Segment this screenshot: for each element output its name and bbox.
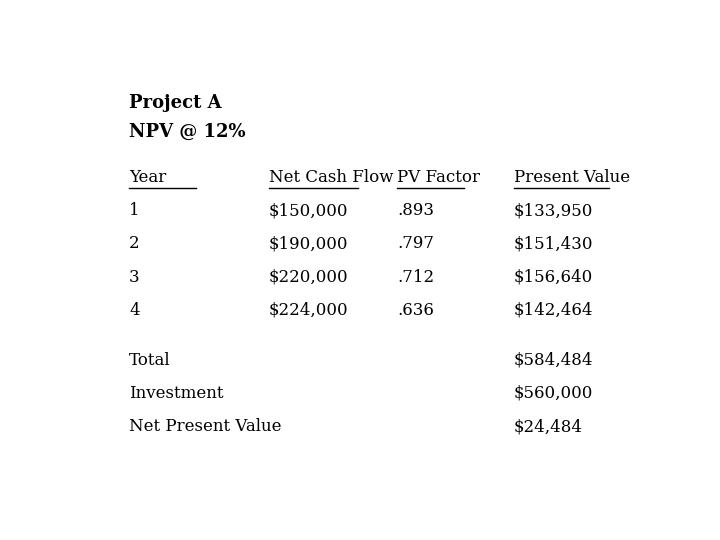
Text: 3: 3	[129, 268, 140, 286]
Text: Net Present Value: Net Present Value	[129, 418, 282, 435]
Text: 4: 4	[129, 302, 140, 319]
Text: $220,000: $220,000	[269, 268, 348, 286]
Text: $151,430: $151,430	[514, 235, 593, 252]
Text: .893: .893	[397, 202, 434, 219]
Text: NPV @ 12%: NPV @ 12%	[129, 123, 246, 141]
Text: Present Value: Present Value	[514, 168, 630, 186]
Text: $150,000: $150,000	[269, 202, 348, 219]
Text: Project A: Project A	[129, 94, 222, 112]
Text: $584,484: $584,484	[514, 352, 593, 369]
Text: 2: 2	[129, 235, 140, 252]
Text: Net Cash Flow: Net Cash Flow	[269, 168, 393, 186]
Text: $142,464: $142,464	[514, 302, 593, 319]
Text: .636: .636	[397, 302, 433, 319]
Text: .712: .712	[397, 268, 434, 286]
Text: $190,000: $190,000	[269, 235, 348, 252]
Text: $560,000: $560,000	[514, 385, 593, 402]
Text: .797: .797	[397, 235, 434, 252]
Text: Investment: Investment	[129, 385, 223, 402]
Text: Year: Year	[129, 168, 166, 186]
Text: $24,484: $24,484	[514, 418, 583, 435]
Text: PV Factor: PV Factor	[397, 168, 480, 186]
Text: $224,000: $224,000	[269, 302, 348, 319]
Text: Total: Total	[129, 352, 171, 369]
Text: 1: 1	[129, 202, 140, 219]
Text: $133,950: $133,950	[514, 202, 593, 219]
Text: $156,640: $156,640	[514, 268, 593, 286]
